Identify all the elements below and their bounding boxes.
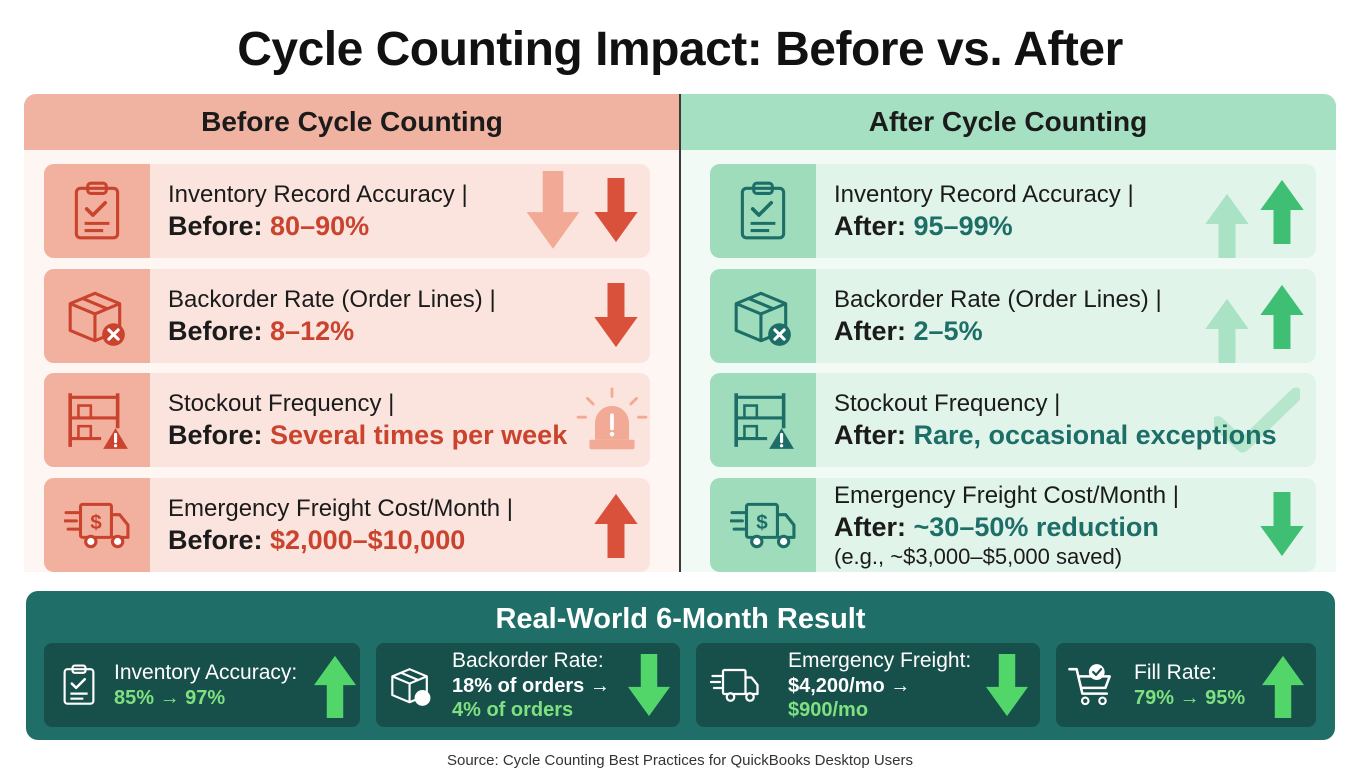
after-card-freight: Emergency Freight Cost/Month | After: ~3… [710,478,1316,572]
arrow-down-icon [1260,492,1304,558]
clipboard-check-icon [44,164,150,258]
arrow-down-icon [986,653,1028,719]
card-label: Emergency Freight Cost/Month | [834,482,1180,510]
before-card-backorder: Backorder Rate (Order Lines) | Before: 8… [44,269,650,363]
card-label: Inventory Record Accuracy | [834,180,1134,208]
result-value: 18% of orders → [452,674,610,697]
card-note: (e.g., ~$3,000–$5,000 saved) [834,543,1123,569]
arrow-down-icon [594,178,638,244]
card-value: After: 95–99% [834,210,1013,241]
before-card-stockout: Stockout Frequency | Before: Several tim… [44,373,650,467]
card-value: After: Rare, occasional exceptions [834,419,1277,450]
arrow-down-faded-icon [516,171,590,251]
card-label: Inventory Record Accuracy | [168,180,468,208]
empty-shelf-warning-icon [44,373,150,467]
source-citation: Source: Cycle Counting Best Practices fo… [446,752,914,769]
result-card-accuracy: Inventory Accuracy: 85% → 97% [44,643,360,727]
fast-truck-dollar-icon [710,478,816,572]
before-card-freight: Emergency Freight Cost/Month | Before: $… [44,478,650,572]
result-value: 85% → 97% [114,686,226,709]
card-value: Before: 80–90% [168,210,370,241]
result-title: Real-World 6-Month Result [495,603,866,635]
card-value: Before: $2,000–$10,000 [168,524,466,555]
result-label: Fill Rate: [1134,661,1217,685]
card-value: Before: 8–12% [168,315,355,346]
arrow-up-faded-icon [1198,297,1256,363]
before-header: Before Cycle Counting [24,94,680,150]
result-card-backorder: Backorder Rate: 18% of orders → 4% of or… [376,643,680,727]
after-header: After Cycle Counting [680,94,1336,150]
cart-check-icon [1068,661,1114,709]
result-card-freight: Emergency Freight: $4,200/mo → $900/mo [696,643,1040,727]
empty-shelf-warning-icon [710,373,816,467]
fast-truck-icon [708,661,762,709]
card-value: After: ~30–50% reduction [834,512,1159,543]
alarm-siren-icon [574,387,650,453]
result-value: 79% → 95% [1134,686,1246,709]
box-x-icon [44,269,150,363]
page-title: Cycle Counting Impact: Before vs. After [237,23,1123,76]
arrow-up-faded-icon [1198,192,1256,258]
card-value: After: 2–5% [834,315,983,346]
result-label: Backorder Rate: [452,649,604,673]
arrow-down-icon [628,653,670,719]
card-label: Stockout Frequency | [834,389,1061,417]
before-card-accuracy: Inventory Record Accuracy | Before: 80–9… [44,164,650,258]
fast-truck-dollar-icon [44,478,150,572]
box-x-icon [388,661,434,709]
result-value-2: $900/mo [788,698,869,721]
result-value-2: 4% of orders [452,698,574,721]
box-x-icon [710,269,816,363]
result-banner: Real-World 6-Month Result Inventory Accu… [26,591,1335,740]
arrow-down-icon [594,283,638,349]
card-label: Backorder Rate (Order Lines) | [168,285,496,313]
after-card-stockout: Stockout Frequency | After: Rare, occasi… [710,373,1316,467]
after-card-backorder: Backorder Rate (Order Lines) | After: 2–… [710,269,1316,363]
after-card-accuracy: Inventory Record Accuracy | After: 95–99… [710,164,1316,258]
arrow-up-icon [1260,178,1304,244]
result-card-fill-rate: Fill Rate: 79% → 95% [1056,643,1316,727]
arrow-up-icon [594,492,638,558]
column-divider [679,94,681,572]
arrow-up-icon [1260,283,1304,349]
clipboard-check-icon [710,164,816,258]
card-value: Before: Several times per week [168,419,568,450]
result-label: Inventory Accuracy: [114,661,298,685]
result-label: Emergency Freight: [788,649,972,673]
arrow-up-icon [314,653,356,719]
clipboard-check-icon [56,661,102,709]
card-label: Backorder Rate (Order Lines) | [834,285,1162,313]
result-value: $4,200/mo → [788,674,911,697]
arrow-up-icon [1262,653,1304,719]
card-label: Emergency Freight Cost/Month | [168,494,514,522]
card-label: Stockout Frequency | [168,389,395,417]
